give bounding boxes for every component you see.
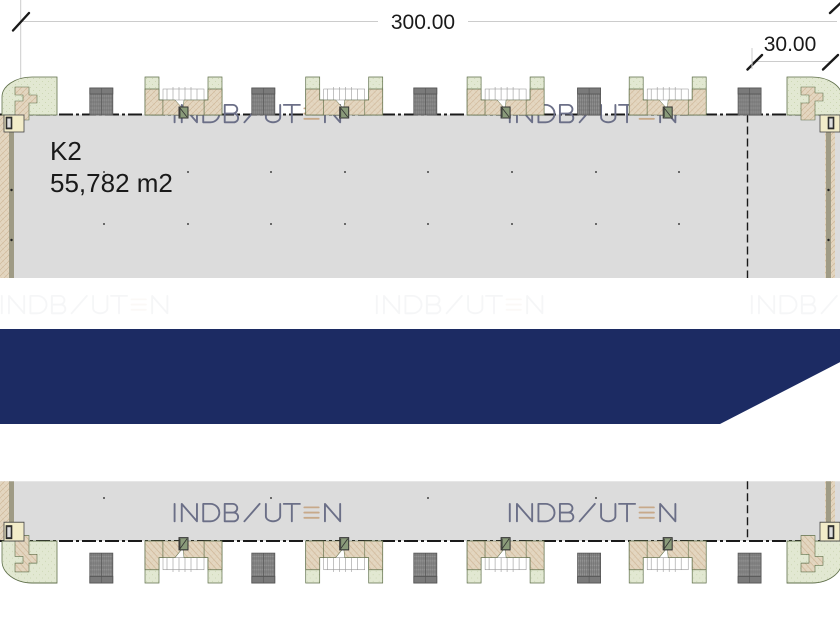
svg-text:55,782 m2: 55,782 m2 [50, 168, 173, 198]
svg-text:K2: K2 [50, 136, 82, 166]
svg-text:30.00: 30.00 [764, 33, 817, 56]
svg-text:300.00: 300.00 [391, 11, 455, 34]
